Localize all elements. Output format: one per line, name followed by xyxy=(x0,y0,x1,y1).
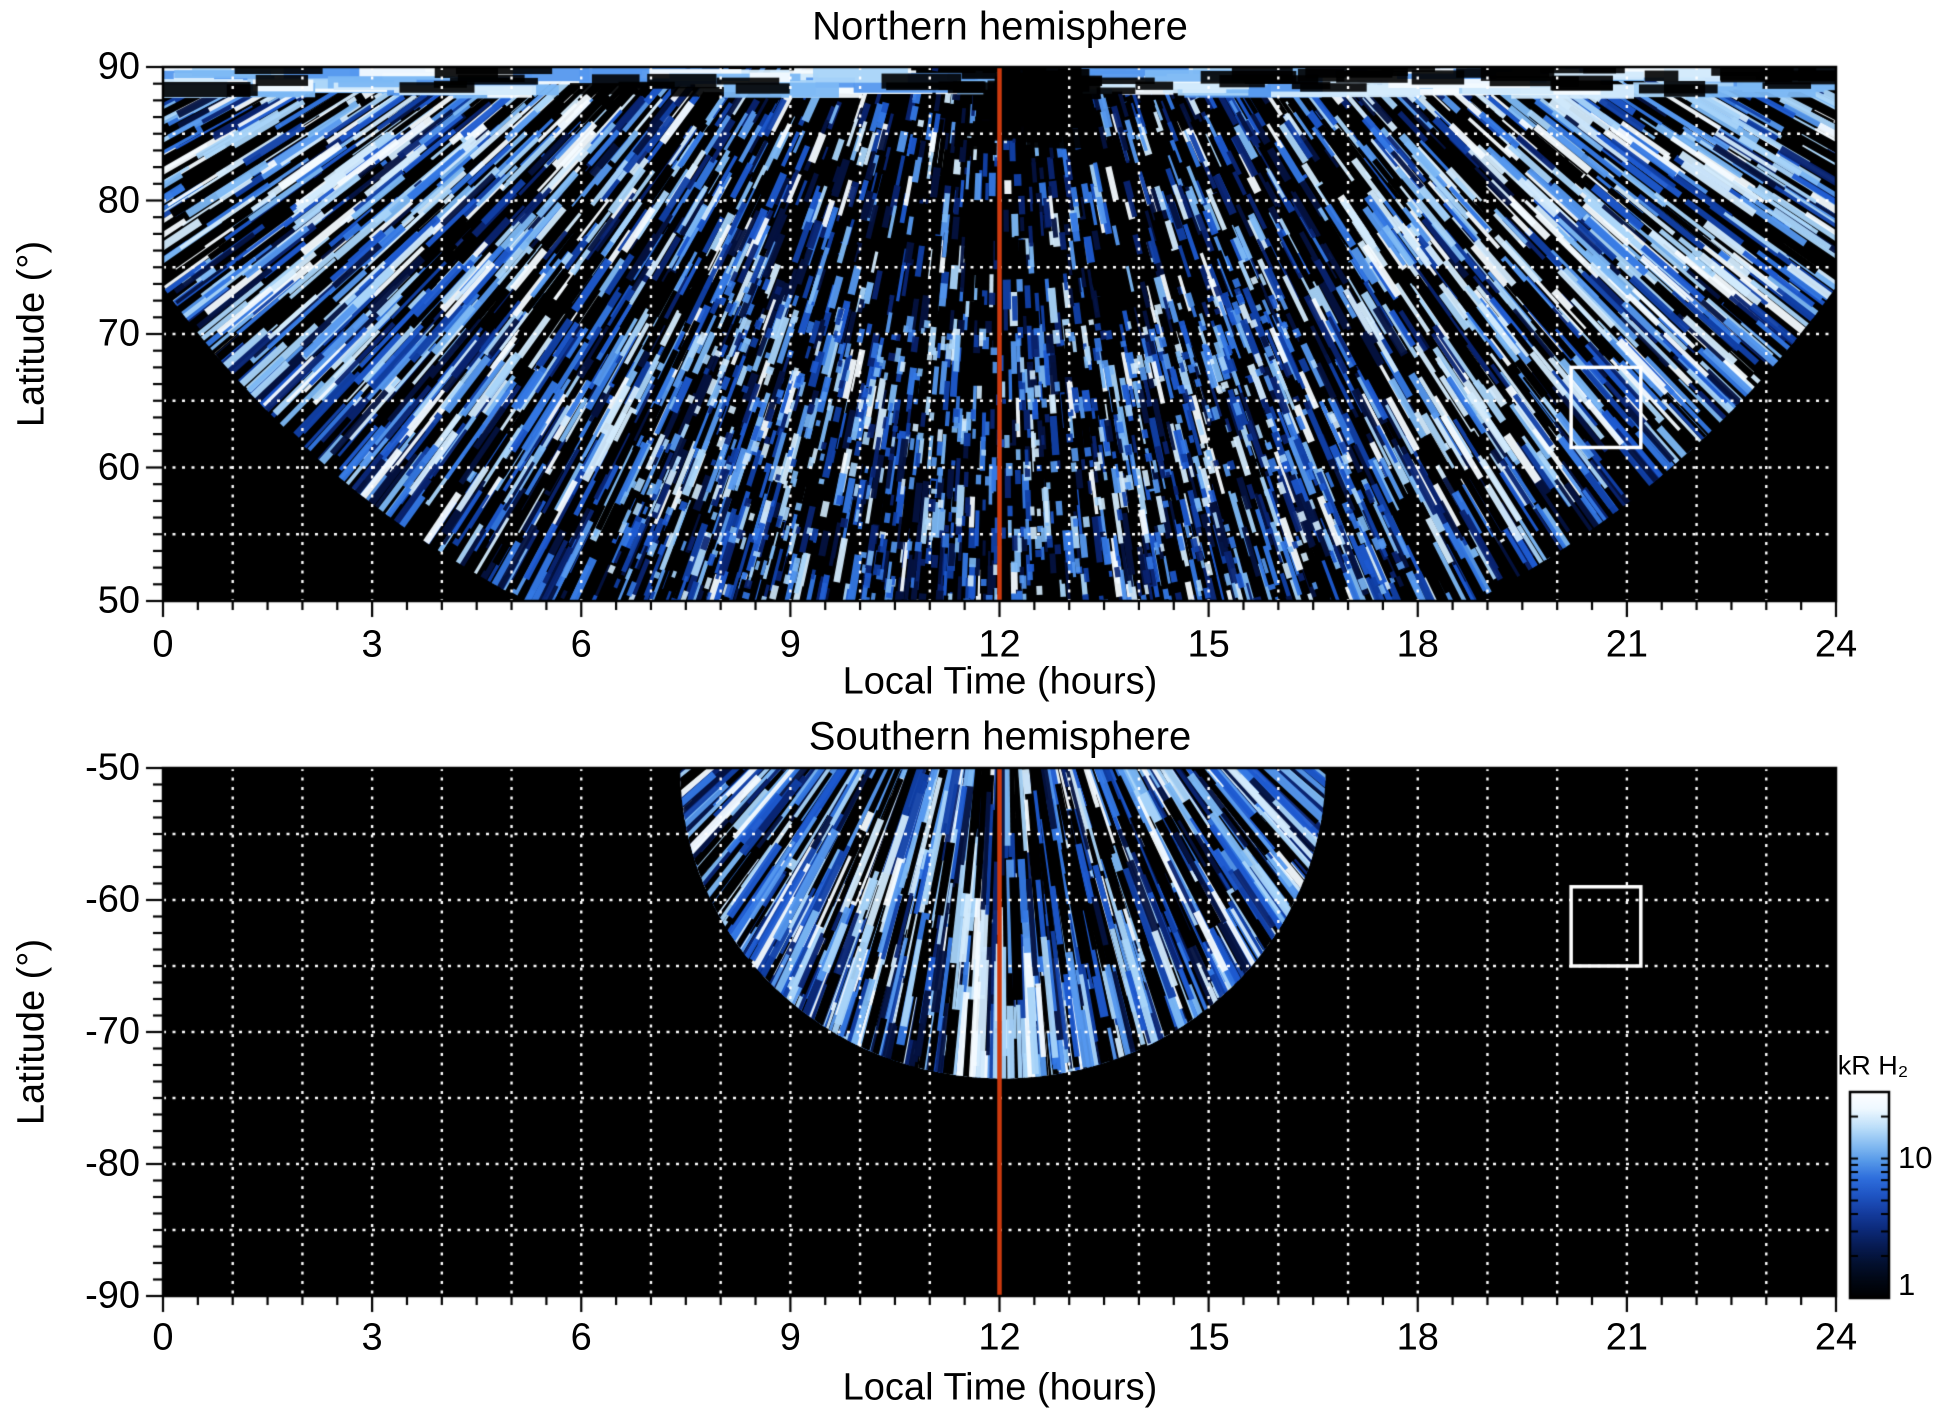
north-y-tick-label: 50 xyxy=(97,579,140,622)
north-x-tick-label: 3 xyxy=(361,623,383,666)
north-x-tick-label: 15 xyxy=(1187,623,1230,666)
south-x-tick-label: 18 xyxy=(1396,1316,1439,1359)
colorbar-tick-10: 10 xyxy=(1898,1140,1933,1175)
south-x-tick-label: 9 xyxy=(779,1316,801,1359)
south-yaxis-label: Latitude (°) xyxy=(10,938,53,1126)
north-x-tick-label: 6 xyxy=(570,623,592,666)
south-y-tick-label: -60 xyxy=(85,878,140,921)
south-x-tick-label: 12 xyxy=(978,1316,1021,1359)
north-yaxis-label: Latitude (°) xyxy=(10,240,53,428)
south-y-tick-label: -80 xyxy=(85,1142,140,1185)
south-y-tick-label: -70 xyxy=(85,1010,140,1053)
north-y-tick-label: 60 xyxy=(97,446,140,488)
south-y-tick-label: -90 xyxy=(85,1274,140,1317)
north-x-tick-label: 24 xyxy=(1814,623,1858,666)
north-x-tick-label: 9 xyxy=(779,623,801,666)
south-y-tick-label: -50 xyxy=(85,746,140,789)
south-x-tick-label: 6 xyxy=(570,1316,592,1359)
south-x-tick-label: 15 xyxy=(1187,1316,1230,1359)
south-x-tick-label: 0 xyxy=(152,1316,174,1359)
south-x-tick-label: 3 xyxy=(361,1316,383,1359)
south-x-tick-label: 21 xyxy=(1605,1316,1649,1359)
north-x-tick-label: 18 xyxy=(1396,623,1439,666)
north-x-tick-label: 12 xyxy=(978,623,1021,666)
north-panel-title: Northern hemisphere xyxy=(812,4,1188,49)
south-panel-title: Southern hemisphere xyxy=(808,714,1192,759)
south-xaxis-label: Local Time (hours) xyxy=(842,1366,1158,1409)
colorbar-label: kR H₂ xyxy=(1837,1050,1909,1081)
north-y-tick-label: 90 xyxy=(97,45,140,88)
north-x-tick-label: 0 xyxy=(152,623,174,666)
south-x-tick-label: 24 xyxy=(1814,1316,1858,1359)
colorbar-tick-1: 1 xyxy=(1898,1267,1916,1302)
north-x-tick-label: 21 xyxy=(1605,623,1649,666)
north-xaxis-label: Local Time (hours) xyxy=(842,660,1158,703)
north-y-tick-label: 70 xyxy=(97,312,140,355)
north-y-tick-label: 80 xyxy=(97,179,140,221)
